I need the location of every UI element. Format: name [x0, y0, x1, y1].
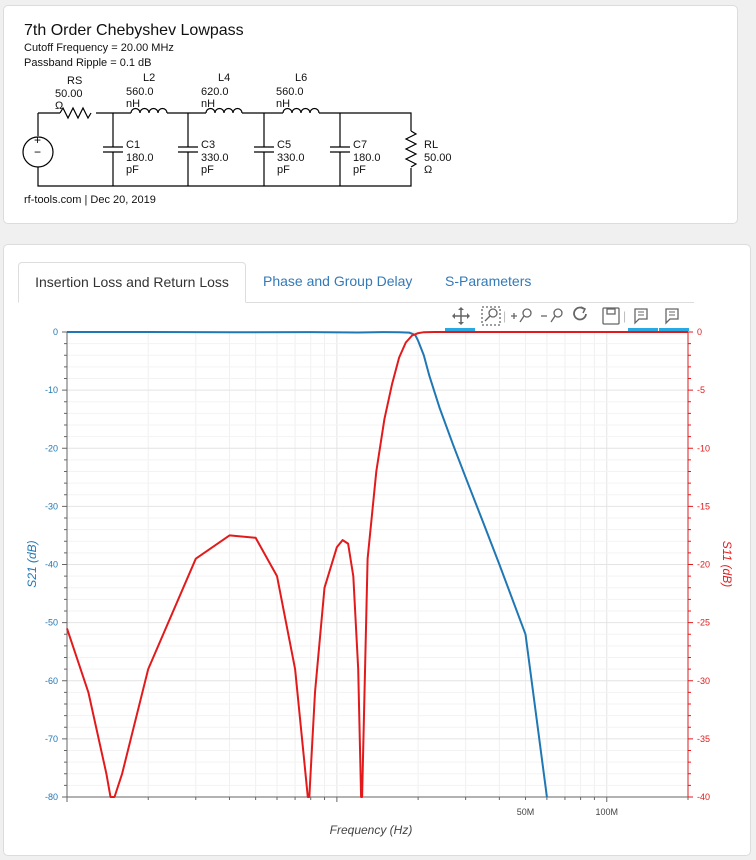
chart-tabs: Insertion Loss and Return Loss Phase and…	[18, 262, 694, 303]
y-tick-label-left: -50	[45, 618, 58, 628]
hover-tool-s11-icon[interactable]	[665, 308, 679, 325]
c5-value: 330.0 pF	[277, 152, 305, 176]
source-minus: −	[34, 145, 42, 159]
y-tick-label-left: -30	[45, 501, 58, 511]
s11-axis: 0 -5 -10 -15 -20 -25 -30 -35 -40	[687, 327, 710, 802]
chart-grid	[66, 331, 689, 798]
s21-axis: 0 -10 -20 -30 -40 -50 -60 -70 -80	[45, 327, 68, 802]
rs-name: RS	[67, 75, 83, 87]
y-tick-label-left: 0	[53, 327, 58, 337]
save-icon[interactable]	[602, 307, 620, 325]
y-tick-label-right: -5	[697, 385, 705, 395]
zoom-in-icon[interactable]	[511, 308, 532, 323]
reset-icon[interactable]	[573, 306, 587, 321]
c3-value: 330.0 pF	[201, 152, 229, 176]
zoom-out-icon[interactable]	[541, 308, 563, 323]
y-tick-label-right: -35	[697, 734, 710, 744]
pan-tool-active-indicator	[445, 328, 475, 331]
cutoff-frequency: Cutoff Frequency = 20.00 MHz	[24, 42, 174, 54]
tab-insertion-return-loss[interactable]: Insertion Loss and Return Loss	[18, 262, 246, 303]
filter-title: 7th Order Chebyshev Lowpass	[24, 22, 244, 39]
y-tick-label-left: -60	[45, 676, 58, 686]
y-tick-label-right: -10	[697, 443, 710, 453]
toolbar-separator-2: |	[623, 309, 626, 323]
chart-series	[66, 331, 688, 798]
y-tick-label-right: -15	[697, 501, 710, 511]
box-zoom-icon[interactable]	[481, 306, 501, 326]
l4-value: 620.0 nH	[201, 86, 229, 110]
y-tick-label-left: -80	[45, 792, 58, 802]
s11-line	[66, 331, 688, 798]
l6-name: L6	[295, 72, 308, 84]
y-tick-label-left: -70	[45, 734, 58, 744]
c1-name: C1	[126, 139, 141, 151]
l4-name: L4	[218, 72, 231, 84]
x-tick-label: 50M	[517, 807, 535, 817]
l2-name: L2	[143, 72, 156, 84]
pan-tool-icon[interactable]	[452, 307, 470, 325]
hover-tool-s21-icon[interactable]	[634, 308, 648, 325]
y-axis-right-label: S11 (dB)	[720, 541, 734, 587]
c5-name: C5	[277, 139, 292, 151]
frequency-axis: 50M 100M	[66, 796, 689, 817]
y-tick-label-right: -25	[697, 618, 710, 628]
tab-phase-group-delay[interactable]: Phase and Group Delay	[263, 273, 413, 289]
c1-value: 180.0 pF	[126, 152, 154, 176]
y-tick-label-right: -20	[697, 560, 710, 570]
c7-value: 180.0 pF	[353, 152, 381, 176]
source-plus: +	[34, 133, 42, 147]
s21-line	[67, 331, 548, 798]
hover-s21-active-indicator	[628, 328, 658, 331]
l2-value: 560.0 nH	[126, 86, 154, 110]
c7-name: C7	[353, 139, 368, 151]
l6-value: 560.0 nH	[276, 86, 304, 110]
y-tick-label-right: -40	[697, 792, 710, 802]
y-tick-label-left: -20	[45, 443, 58, 453]
passband-ripple: Passband Ripple = 0.1 dB	[24, 57, 152, 69]
y-tick-label-right: 0	[697, 327, 702, 337]
rl-name: RL	[424, 139, 439, 151]
rl-value: 50.00 Ω	[424, 152, 452, 176]
toolbar-separator: |	[503, 309, 506, 323]
rs-value: 50.00 Ω	[55, 88, 83, 112]
x-axis-label: Frequency (Hz)	[330, 823, 413, 837]
y-axis-left-label: S21 (dB)	[25, 540, 39, 587]
credit-line: rf-tools.com | Dec 20, 2019	[24, 194, 156, 206]
c3-name: C3	[201, 139, 216, 151]
y-tick-label-left: -10	[45, 385, 58, 395]
y-tick-label-right: -30	[697, 676, 710, 686]
tab-s-parameters[interactable]: S-Parameters	[445, 273, 532, 289]
y-tick-label-left: -40	[45, 560, 58, 570]
hover-s11-active-indicator	[659, 328, 689, 331]
x-tick-label: 100M	[596, 807, 619, 817]
